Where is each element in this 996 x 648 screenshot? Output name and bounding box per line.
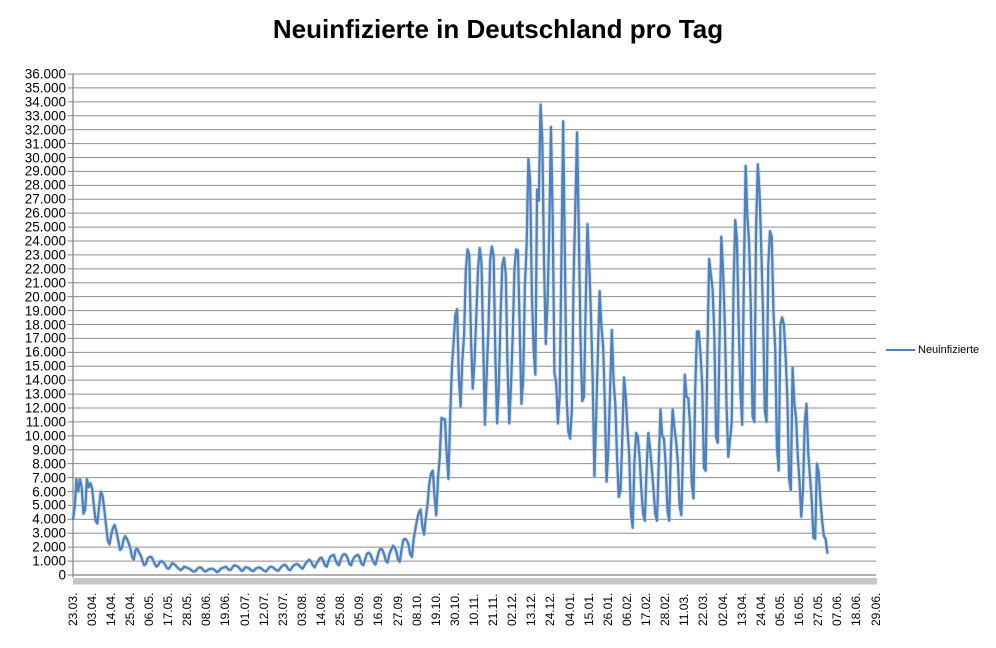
- x-axis-tick-label: 02.04.: [715, 592, 730, 626]
- x-axis-tick-label: 21.11.: [486, 593, 501, 626]
- y-axis-tick-label: 24.000: [24, 233, 66, 249]
- x-axis-tick-label: 24.12.: [543, 592, 558, 626]
- y-axis-tick-label: 26.000: [24, 205, 66, 221]
- x-axis-tick-label: 11.03.: [677, 593, 692, 626]
- x-axis-tick-label: 15.01.: [581, 592, 596, 626]
- y-axis-tick-label: 22.000: [24, 261, 66, 277]
- y-axis-tick-label: 8.000: [32, 455, 66, 471]
- x-axis-tick-label: 25.08.: [333, 592, 348, 626]
- x-axis-tick-label: 30.10.: [447, 592, 462, 626]
- y-axis-tick-label: 32.000: [24, 121, 66, 137]
- y-axis-tick-label: 16.000: [24, 344, 66, 360]
- x-axis-tick-label: 28.05.: [180, 592, 195, 626]
- x-axis-tick-label: 27.05.: [811, 592, 826, 626]
- x-axis-tick-label: 05.09.: [352, 592, 367, 626]
- x-axis-tick-label: 03.04.: [84, 592, 99, 626]
- y-axis-tick-label: 6.000: [32, 483, 66, 499]
- y-axis-tick-label: 28.000: [24, 177, 66, 193]
- y-axis-tick-label: 18.000: [24, 316, 66, 332]
- y-axis-tick-label: 11.000: [25, 414, 66, 430]
- y-axis-tick-label: 34.000: [24, 94, 66, 110]
- y-axis-tick-label: 21.000: [24, 275, 66, 290]
- y-axis-tick-label: 19.000: [24, 302, 66, 318]
- legend-line-marker-icon: [886, 348, 915, 352]
- y-axis-tick-label: 2.000: [32, 539, 66, 555]
- y-axis-tick-label: 15.000: [24, 358, 66, 374]
- y-axis-tick-label: 27.000: [24, 191, 66, 207]
- y-axis-tick-label: 20.000: [24, 288, 66, 304]
- legend-label: Neuinfizierte: [918, 344, 980, 356]
- x-axis-tick-label: 25.04.: [122, 592, 137, 626]
- y-axis-tick-label: 30.000: [24, 149, 66, 165]
- x-axis-tick-label: 14.08.: [314, 592, 329, 626]
- y-axis-tick-label: 35.000: [24, 80, 66, 96]
- x-axis-tick-label: 28.02.: [658, 592, 673, 626]
- x-axis-tick-label: 08.06.: [199, 592, 214, 626]
- y-axis-tick-label: 13.000: [24, 386, 66, 402]
- x-axis-tick-label: 13.04.: [734, 592, 749, 626]
- x-axis-tick-label: 13.12.: [524, 592, 539, 626]
- x-axis-tick-label: 08.10.: [409, 592, 424, 626]
- y-axis-tick-label: 14.000: [24, 372, 66, 388]
- x-axis-minor-ticks: [73, 578, 877, 585]
- x-axis-tick-label: 04.01.: [562, 592, 577, 626]
- x-axis-tick-label: 03.08.: [294, 592, 309, 626]
- x-axis-tick-label: 17.05.: [161, 592, 176, 626]
- y-axis-tick-label: 31.000: [24, 135, 66, 151]
- x-axis-tick-label: 07.06.: [830, 592, 845, 626]
- x-axis-tick-label: 06.05.: [141, 592, 156, 626]
- x-axis-tick-label: 05.05.: [772, 592, 787, 626]
- y-axis-tick-label: 5.000: [32, 497, 66, 513]
- y-axis-tick-label: 23.000: [24, 247, 66, 263]
- legend: Neuinfizierte: [886, 344, 979, 356]
- y-axis-tick-label: 7.000: [32, 469, 66, 485]
- x-axis-tick-label: 06.02.: [619, 592, 634, 626]
- y-axis-tick-label: 10.000: [24, 428, 66, 444]
- x-axis-tick-label: 24.04.: [753, 592, 768, 626]
- y-axis-tick-label: 0: [58, 567, 66, 583]
- x-axis-tick-label: 26.01.: [600, 592, 615, 626]
- x-axis-tick-label: 29.06.: [868, 592, 883, 626]
- x-axis-tick-label: 19.10.: [428, 592, 443, 626]
- x-axis-tick-label: 23.07.: [275, 592, 290, 626]
- y-axis-tick-label: 33.000: [24, 108, 66, 123]
- y-axis-tick-label: 9.000: [32, 442, 66, 457]
- x-axis-tick-label: 22.03.: [696, 592, 711, 626]
- x-axis-tick-label: 02.12.: [505, 592, 520, 626]
- x-axis-tick-label: 23.03.: [65, 592, 80, 626]
- y-axis-tick-label: 17.000: [24, 330, 66, 346]
- y-axis-tick-label: 25.000: [24, 219, 66, 235]
- y-axis-tick-label: 1.000: [32, 553, 66, 569]
- y-axis-tick-label: 12.000: [24, 400, 66, 416]
- x-axis-tick-label: 14.04.: [103, 592, 118, 626]
- chart-title: Neuinfizierte in Deutschland pro Tag: [272, 14, 724, 44]
- x-axis-tick-label: 12.07.: [256, 592, 271, 626]
- series-line-neuinfizierte: [71, 103, 829, 574]
- x-axis-tick-label: 16.05.: [792, 592, 807, 626]
- x-axis-tick-label: 10.11.: [467, 593, 481, 626]
- x-axis-tick-label: 27.09.: [390, 592, 405, 626]
- y-axis-tick-label: 36.000: [24, 66, 66, 82]
- x-axis-tick-label: 17.02.: [639, 592, 654, 626]
- y-axis-tick-label: 29.000: [24, 163, 66, 179]
- x-axis-tick-label: 18.06.: [849, 592, 864, 626]
- y-axis-tick-label: 3.000: [32, 525, 66, 541]
- x-axis-tick-label: 19.06.: [218, 592, 233, 626]
- x-axis-tick-label: 01.07.: [237, 592, 252, 626]
- y-axis-tick-label: 4.000: [32, 511, 66, 527]
- x-axis-tick-label: 16.09.: [371, 592, 386, 626]
